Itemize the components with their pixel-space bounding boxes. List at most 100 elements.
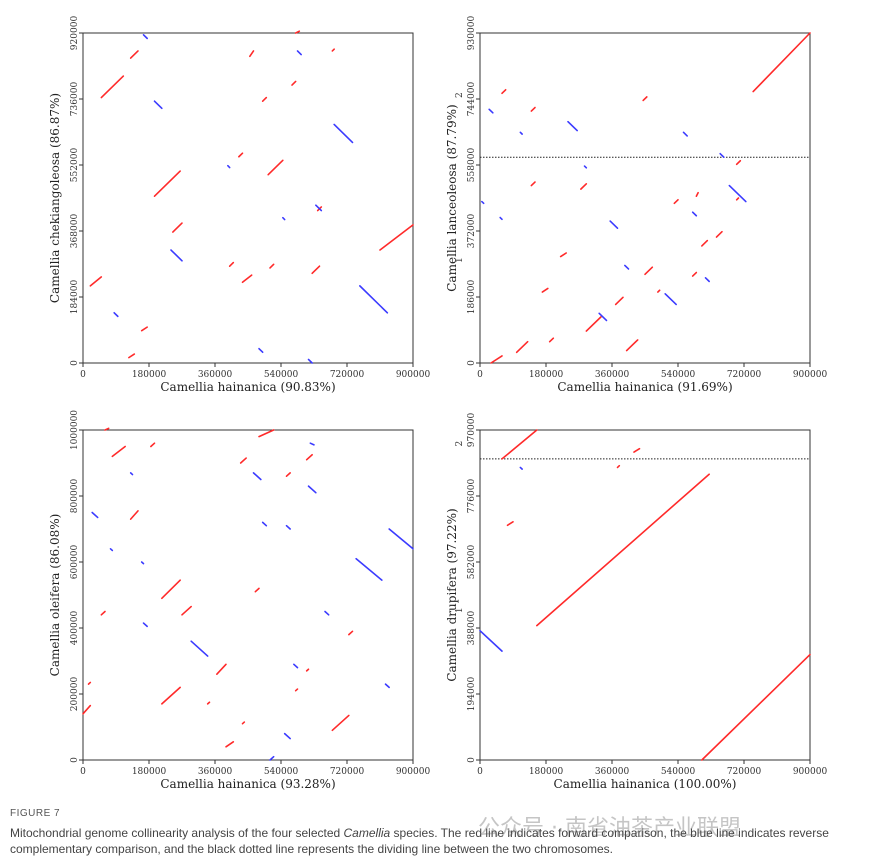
collinear-segment-reverse <box>309 442 315 446</box>
y-tick-label: 200000 <box>70 677 80 712</box>
x-tick-label: 720000 <box>330 767 365 777</box>
collinear-segment-reverse <box>388 528 414 550</box>
collinear-segment-reverse <box>315 204 323 212</box>
collinear-segment-reverse <box>691 211 698 217</box>
collinear-segment-forward <box>161 579 181 600</box>
y-tick-label: 600000 <box>70 545 80 580</box>
collinear-segment-forward <box>657 289 661 293</box>
collinear-segment-forward <box>642 96 648 102</box>
x-tick-label: 900000 <box>793 370 828 380</box>
y-tick-label: 776000 <box>467 479 477 514</box>
collinear-segment-forward <box>673 198 679 205</box>
collinear-segment-reverse <box>190 640 209 657</box>
collinear-segment-forward <box>305 668 310 672</box>
collinear-segment-reverse <box>282 216 286 221</box>
watermark: 公众号 · 南省油茶产业联盟 <box>478 816 741 841</box>
collinear-segment-forward <box>153 170 181 198</box>
x-tick-label: 360000 <box>198 767 233 777</box>
y-tick-label: 368000 <box>70 214 80 249</box>
x-tick-label: 180000 <box>132 370 167 380</box>
y-tick-label: 736000 <box>70 82 80 117</box>
y-tick-label: 0 <box>467 360 477 366</box>
x-tick-label: 720000 <box>727 767 762 777</box>
collinear-segment-reverse <box>609 220 619 229</box>
collinear-segment-reverse <box>583 165 588 169</box>
x-axis-label: Camellia hainanica (93.28%) <box>160 777 335 791</box>
x-tick-label: 180000 <box>529 370 564 380</box>
x-tick-label: 720000 <box>330 370 365 380</box>
collinear-segment-forward <box>715 230 723 238</box>
collinear-segment-forward <box>644 266 654 276</box>
collinear-segment-forward <box>128 353 136 359</box>
x-tick-label: 900000 <box>396 767 431 777</box>
chart-panel-2: 0 180000 360000 540000 720000 900000 0 186000 37… <box>445 16 827 394</box>
figure-caption: FIGURE 7 Mitochondrial genome collineari… <box>10 806 862 857</box>
x-tick-label: 360000 <box>198 370 233 380</box>
x-tick-label: 0 <box>80 370 86 380</box>
x-tick-label: 180000 <box>529 767 564 777</box>
collinear-segment-forward <box>238 152 244 158</box>
collinear-segment-reverse <box>293 663 299 669</box>
x-tick-label: 0 <box>477 767 483 777</box>
y-tick-label: 388000 <box>467 611 477 646</box>
x-axis-label: Camellia hainanica (100.00%) <box>554 777 737 791</box>
collinear-segment-reverse <box>704 277 710 283</box>
y-tick-label: 930000 <box>467 16 477 51</box>
collinear-segment-reverse <box>519 466 523 470</box>
collinear-segment-reverse <box>142 33 148 40</box>
y-axis-label: Camellia drupifera (97.22%) <box>445 508 459 681</box>
collinear-segment-reverse <box>519 131 523 135</box>
chart-panel-3: 0 180000 360000 540000 720000 900000 0 200000 40… <box>48 410 430 791</box>
collinear-segment-forward <box>239 457 247 464</box>
collinear-segment-forward <box>172 222 183 233</box>
collinear-segment-forward <box>140 326 148 332</box>
collinear-segment-forward <box>501 429 538 460</box>
x-tick-label: 900000 <box>793 767 828 777</box>
collinear-segment-forward <box>530 106 536 112</box>
x-tick-label: 540000 <box>264 370 299 380</box>
collinear-segment-reverse <box>170 249 183 262</box>
y-tick-label: 400000 <box>70 611 80 646</box>
x-tick-label: 900000 <box>396 370 431 380</box>
collinear-segment-reverse <box>109 547 114 552</box>
collinear-segment-forward <box>331 48 335 52</box>
y-tick-label: 582000 <box>467 545 477 580</box>
collinear-segment-forward <box>100 610 106 616</box>
caption-text-before: Mitochondrial genome collinearity analys… <box>10 826 344 840</box>
collinear-segment-reverse <box>488 108 494 114</box>
x-tick-label: 540000 <box>661 370 696 380</box>
collinear-segment-forward <box>129 510 139 520</box>
collinear-segment-forward <box>258 429 275 438</box>
collinear-segment-forward <box>701 239 709 247</box>
collinear-segment-forward <box>261 96 268 102</box>
collinear-segment-forward <box>228 261 235 267</box>
collinear-segment-reverse <box>481 200 485 205</box>
collinear-segment-forward <box>530 181 536 187</box>
collinear-segment-forward <box>490 355 503 364</box>
collinear-segment-forward <box>305 453 313 461</box>
x-tick-label: 540000 <box>661 767 696 777</box>
y-axis-label: Camellia lanceoleosa (87.79%) <box>445 104 459 291</box>
collinear-segment-reverse <box>333 123 354 144</box>
collinear-segment-forward <box>331 714 350 732</box>
collinear-segment-forward <box>541 287 549 293</box>
collinear-segment-forward <box>111 445 126 458</box>
collinear-segment-forward <box>580 183 588 190</box>
x-axis-label: Camellia hainanica (91.69%) <box>557 380 732 394</box>
y-tick-label: 920000 <box>70 16 80 51</box>
collinear-segment-reverse <box>258 347 264 354</box>
collinear-segment-forward <box>616 464 621 469</box>
caption-genus: Camellia <box>343 826 391 840</box>
collinear-segment-reverse <box>479 629 503 652</box>
collinear-segment-forward <box>625 339 639 352</box>
collinear-segment-forward <box>515 340 529 354</box>
collinear-segment-forward <box>225 741 235 748</box>
y-tick-label: 372000 <box>467 214 477 249</box>
collinear-segment-forward <box>241 721 246 725</box>
chromosome-label: 1 <box>455 257 465 263</box>
collinear-segment-reverse <box>296 50 302 56</box>
y-tick-label: 558000 <box>467 148 477 183</box>
collinear-segment-forward <box>506 521 514 527</box>
chart-panel-1: 0 180000 360000 540000 720000 900000 0 184000 36… <box>48 16 430 394</box>
collinear-segment-forward <box>150 442 156 448</box>
